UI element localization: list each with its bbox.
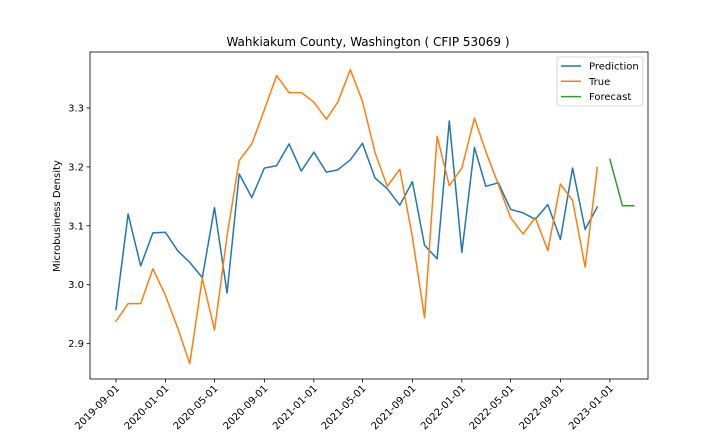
y-tick-label: 2.9	[68, 339, 84, 350]
y-tick-label: 3.2	[68, 162, 84, 173]
series-line-true	[114, 68, 599, 365]
y-tick-label: 3.3	[68, 103, 84, 114]
legend-label-prediction: Prediction	[589, 62, 639, 73]
legend-label-forecast: Forecast	[589, 92, 631, 103]
y-tick-label: 3.0	[68, 280, 84, 291]
y-axis-label: Microbusiness Density	[52, 160, 63, 272]
chart-title: Wahkiakum County, Washington ( CFIP 5306…	[226, 35, 509, 49]
series-layer	[114, 68, 635, 365]
plot-frame	[89, 51, 649, 380]
legend-label-true: True	[588, 77, 610, 88]
series-line-prediction	[115, 120, 599, 311]
legend: Prediction True Forecast	[556, 56, 644, 107]
y-tick-label: 3.1	[68, 221, 84, 232]
legend-box	[556, 56, 644, 107]
series-line-forecast	[608, 158, 635, 207]
